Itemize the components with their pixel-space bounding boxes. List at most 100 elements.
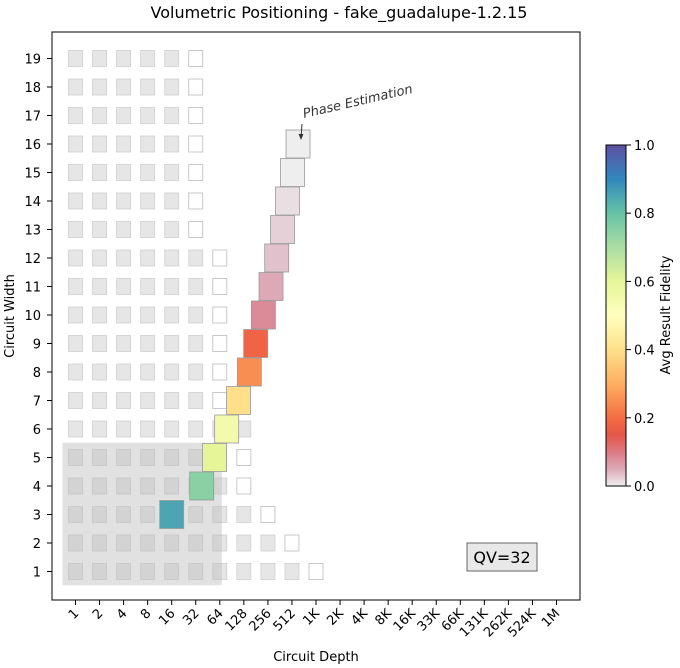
grid-cell [164,50,180,67]
data-cell [285,129,311,159]
grid-cell [116,420,131,438]
grid-cell [92,363,107,381]
grid-cell [236,534,252,552]
grid-cell [92,164,107,181]
grid-cell [116,363,131,381]
grid-cell [116,135,131,153]
x-tick-label: 32 [180,606,202,628]
x-tick-label: 1M [539,606,563,630]
grid-cell-outline [212,249,228,267]
grid-cell [164,164,180,181]
grid-cell-outline [212,363,228,381]
grid-cell [236,506,252,523]
grid-cell-outline [188,192,204,210]
grid-cell [164,249,180,267]
grid-cell [164,420,180,438]
grid-cell [140,420,156,438]
x-tick-label: 1K [300,606,323,629]
grid-cell [92,221,107,238]
grid-cell [164,363,180,381]
background-grid [68,50,324,580]
grid-cell [92,249,107,267]
grid-cell [188,363,204,381]
grid-cell-outline [188,221,204,238]
y-tick-label: 11 [24,281,41,296]
qv-label: QV=32 [473,548,530,567]
grid-cell [92,135,107,153]
grid-cell [92,449,107,466]
grid-cell [116,278,131,295]
x-tick-label: 4K [348,606,371,629]
grid-cell [188,392,204,409]
y-tick-label: 16 [24,138,41,153]
grid-cell [164,306,180,324]
grid-cell [92,278,107,295]
data-cell [264,243,290,273]
grid-cell [116,164,131,181]
grid-cell-outline [212,392,228,409]
grid-cell [116,306,131,324]
grid-cell [188,249,204,267]
x-tick-label: 256 [247,606,275,634]
grid-cell [92,563,107,580]
grid-cell-outline [236,477,252,495]
grid-cell [188,563,204,580]
grid-cell-outline [212,335,228,352]
grid-cell [68,335,83,352]
grid-cell [140,278,156,295]
chart-title: Volumetric Positioning - fake_guadalupe-… [151,3,528,23]
grid-cell [68,420,83,438]
grid-cell-outline [212,306,228,324]
grid-cell-outline [188,50,204,67]
grid-cell [140,563,156,580]
grid-cell [68,107,83,124]
grid-cell [92,50,107,67]
grid-cell [164,135,180,153]
grid-cell-outline [284,534,300,552]
grid-cell [140,506,156,523]
grid-cell [68,78,83,96]
qv-region [62,442,222,586]
grid-cell [116,392,131,409]
grid-cell-outline [308,563,324,580]
data-cell [258,272,284,301]
grid-cell [164,477,180,495]
grid-cell [116,506,131,523]
grid-cell [116,477,131,495]
grid-cell [92,420,107,438]
y-tick-label: 2 [33,537,41,552]
grid-cell [92,78,107,96]
grid-cell-outline [188,164,204,181]
grid-cell [92,534,107,552]
grid-cell [284,563,300,580]
y-tick-label: 15 [24,167,41,182]
grid-cell [140,78,156,96]
x-tick-label: 16 [156,606,178,628]
data-cell [159,500,185,529]
grid-cell [188,420,204,438]
data-cells [159,129,311,529]
grid-cell-outline [236,449,252,466]
grid-cell [68,392,83,409]
x-tick-label: 33K [415,606,444,635]
grid-cell [116,50,131,67]
x-tick-label: 128 [223,606,251,634]
y-tick-label: 13 [24,224,41,239]
grid-cell [68,449,83,466]
y-tick-label: 3 [33,509,41,524]
y-tick-label: 7 [33,395,41,410]
grid-cell [164,563,180,580]
x-tick-label: 2K [324,606,347,629]
grid-cell-outline [212,278,228,295]
colorbar-tick-label: 0.6 [634,275,655,290]
grid-cell-outline [188,107,204,124]
grid-cell [188,335,204,352]
qv-box-frame [466,542,538,572]
grid-cell [164,335,180,352]
grid-cell [68,363,83,381]
grid-cell-outline [260,506,276,523]
qv-square [62,442,222,586]
y-tick-label: 1 [33,566,41,581]
y-tick-label: 10 [24,309,41,324]
